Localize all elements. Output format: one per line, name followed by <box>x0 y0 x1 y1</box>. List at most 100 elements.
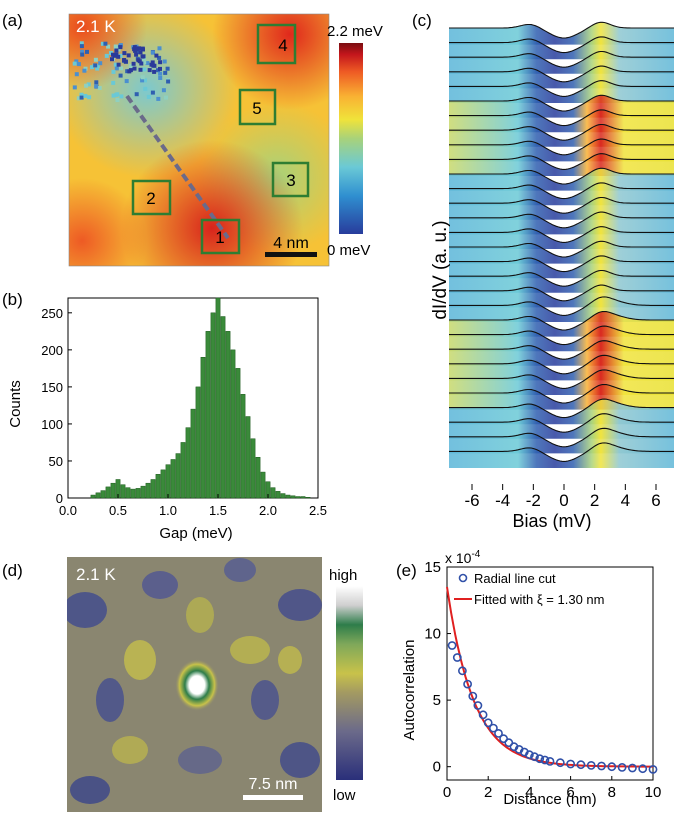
hist-bar <box>125 487 131 499</box>
speckle <box>113 44 118 49</box>
speckle <box>111 52 115 57</box>
panel-a-temperature: 2.1 K <box>76 17 116 36</box>
hist-bar <box>145 482 151 499</box>
speckle <box>114 66 119 71</box>
hist-ytick-label: 100 <box>41 417 63 432</box>
spectrum-band <box>449 226 674 249</box>
panel-a-scale-label: 4 nm <box>273 235 309 252</box>
data-point <box>597 761 606 771</box>
speckle <box>150 50 155 55</box>
spectrum-curve <box>449 269 674 287</box>
spectrum-band <box>449 212 674 235</box>
region-boxes: 1 2 3 4 5 <box>131 23 310 255</box>
speckle <box>140 75 145 80</box>
exponent-base: x 10-4 <box>445 549 481 566</box>
spectrum-band <box>449 241 674 264</box>
hist-bar <box>110 482 116 499</box>
data-point <box>488 723 498 733</box>
data-point <box>638 764 648 774</box>
speckle <box>74 59 79 64</box>
legend-points-label: Radial line cut <box>474 571 556 586</box>
legend-marker <box>458 573 468 583</box>
hist-bar <box>185 427 191 499</box>
speckle <box>126 53 131 58</box>
hist-bar <box>155 474 161 499</box>
speckle <box>150 60 155 65</box>
speckle <box>134 47 139 52</box>
spectrum-curve <box>449 94 674 112</box>
spectrum-curve <box>449 383 674 404</box>
panel-c-letter: (c) <box>412 11 432 30</box>
panel-a-letter: (a) <box>2 11 23 30</box>
speckle <box>116 47 121 52</box>
speckle <box>111 93 116 98</box>
speckle <box>79 41 84 46</box>
hist-bar <box>150 479 156 499</box>
hist-bar <box>180 442 186 499</box>
colorbar-min: 0 meV <box>327 242 370 259</box>
speckle <box>145 61 150 66</box>
speckle <box>115 98 120 102</box>
data-point <box>463 679 472 689</box>
speckle <box>113 62 118 67</box>
speckle <box>157 55 162 60</box>
data-point <box>576 760 586 770</box>
autocorrelation-map <box>67 557 322 812</box>
speckle <box>142 60 147 65</box>
spectra-xtick-label: 2 <box>590 491 599 510</box>
corr-blob <box>96 678 124 722</box>
hist-bar <box>95 492 101 499</box>
speckle <box>94 80 99 85</box>
speckle <box>131 61 136 66</box>
hist-bar <box>270 487 276 499</box>
spectrum-band <box>449 153 674 176</box>
hist-bar <box>170 459 176 499</box>
autocorr-xtick-label: 8 <box>608 784 616 801</box>
spectrum-band <box>449 22 674 45</box>
speckle <box>118 73 123 78</box>
gap-histogram: 0.0 0.5 1.0 1.5 2.0 2.5 0 50 100 150 200 250 <box>41 297 327 518</box>
corr-blob <box>178 746 222 774</box>
spectrum-band <box>449 168 674 191</box>
speckle <box>114 92 119 97</box>
speckle <box>116 62 121 67</box>
speckle <box>138 50 143 55</box>
autocorr-xtick-label: 10 <box>645 784 662 801</box>
spectrum-curve <box>449 325 674 346</box>
speckle <box>83 93 88 98</box>
panel-d-colorbar: high low <box>329 567 363 804</box>
hist-bar <box>140 485 146 499</box>
speckle <box>80 52 85 57</box>
box-label-2: 2 <box>146 189 155 208</box>
speckle <box>95 64 100 69</box>
corr-colorbar-max: high <box>329 567 357 584</box>
spectra-xtick-label: -4 <box>495 491 510 510</box>
spectrum-curve <box>449 340 674 360</box>
spectrum-band <box>449 442 674 468</box>
speckle <box>124 79 129 84</box>
data-point <box>628 763 637 773</box>
spectra-ylabel: dI/dV (a. u.) <box>430 220 451 319</box>
corr-blob <box>142 571 178 599</box>
speckle <box>150 90 155 95</box>
spectra-xtick-label: 4 <box>621 491 630 510</box>
hist-bar <box>300 496 306 499</box>
autocorr-xtick-label: 4 <box>525 784 533 801</box>
hist-bar <box>230 349 236 499</box>
spectrum-curve <box>449 182 674 200</box>
data-point <box>452 653 462 662</box>
spectrum-curve <box>449 284 674 302</box>
panel-d-temperature: 2.1 K <box>76 565 116 584</box>
speckle <box>100 41 105 46</box>
spectrum-curve <box>449 80 674 97</box>
spectrum-band <box>449 51 674 74</box>
box-label-4: 4 <box>278 36 287 55</box>
spectrum-curve <box>449 398 674 419</box>
speckle <box>139 61 144 66</box>
spectrum-curve <box>449 427 674 448</box>
speckle <box>79 92 84 97</box>
speckle <box>110 57 114 62</box>
spectrum-band <box>449 197 674 220</box>
autocorr-ytick-label: 5 <box>433 692 441 709</box>
